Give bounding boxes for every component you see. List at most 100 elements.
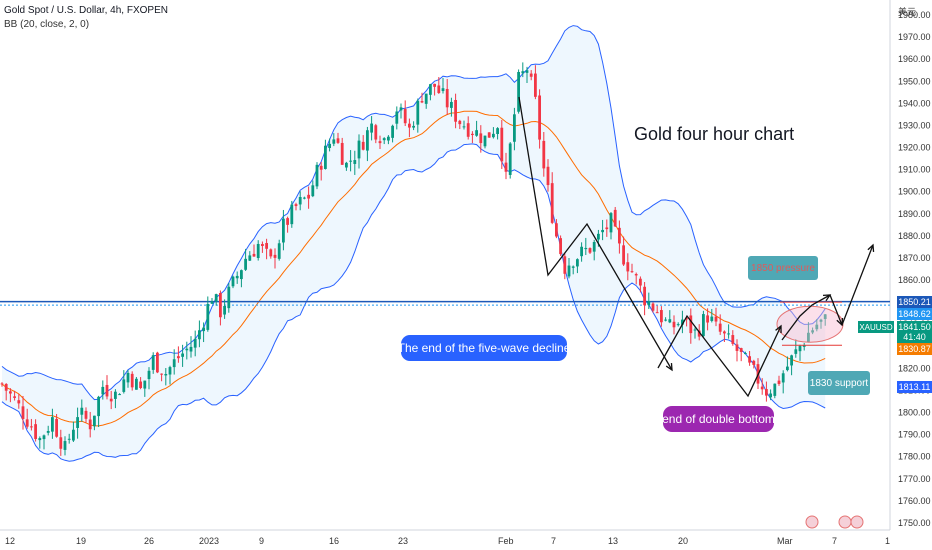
- candle: [303, 196, 306, 200]
- candle: [118, 393, 121, 396]
- double-bottom-arrow: [657, 314, 782, 398]
- economic-event-icon: [805, 515, 819, 529]
- bb-fill: [2, 25, 826, 462]
- candle: [433, 83, 436, 96]
- candle: [55, 413, 58, 438]
- candle: [471, 131, 474, 144]
- candle: [584, 237, 588, 255]
- price-tick-label: 1960.00: [898, 54, 931, 64]
- price-tick-label: 1860.00: [898, 275, 931, 285]
- candle: [4, 383, 8, 401]
- candle: [685, 317, 688, 327]
- candle: [332, 133, 336, 147]
- price-tick-label: 1950.00: [898, 76, 931, 86]
- candle: [718, 314, 722, 335]
- price-tag-line: 1850.21: [897, 296, 932, 308]
- candle: [9, 388, 12, 403]
- candle: [345, 161, 348, 171]
- candle: [534, 65, 537, 100]
- candle: [189, 336, 193, 358]
- candle: [651, 302, 655, 313]
- candle: [550, 172, 554, 225]
- candle: [445, 78, 449, 115]
- price-tick-label: 1790.00: [898, 430, 931, 440]
- candle: [202, 322, 205, 343]
- candle: [248, 251, 252, 262]
- candle: [227, 282, 231, 313]
- candle: [479, 125, 483, 153]
- indicator-legend[interactable]: BB (20, close, 2, 0): [4, 19, 90, 30]
- candle: [475, 120, 478, 137]
- rally-arrow: [781, 294, 831, 341]
- candle: [781, 370, 785, 394]
- candle: [639, 276, 642, 293]
- candle: [357, 134, 361, 169]
- currency-label: 美元: [898, 7, 917, 17]
- candle: [391, 124, 394, 143]
- candle: [219, 290, 222, 326]
- candle: [664, 317, 667, 322]
- time-tick-label: 1: [885, 536, 890, 546]
- candle: [450, 97, 453, 117]
- candle: [811, 327, 814, 335]
- candle: [546, 159, 550, 192]
- symbol-title[interactable]: Gold Spot / U.S. Dollar, 4h, FXOPEN: [4, 5, 168, 16]
- five-wave-note: The end of the five-wave decline: [398, 335, 570, 361]
- candle: [261, 241, 264, 253]
- candle: [374, 123, 378, 144]
- candle: [605, 219, 609, 237]
- candle: [424, 93, 428, 109]
- double-bottom-arrow-head: [775, 324, 782, 334]
- candle: [319, 162, 323, 181]
- candle: [798, 344, 802, 361]
- time-tick-label: Mar: [777, 536, 793, 546]
- time-tick-label: 26: [144, 536, 154, 546]
- candle: [723, 330, 726, 342]
- candle: [676, 322, 680, 327]
- candle: [416, 98, 420, 133]
- candle: [807, 322, 810, 343]
- candle: [307, 186, 310, 209]
- time-tick-label: 7: [551, 536, 556, 546]
- candle: [286, 216, 289, 233]
- price-tick-label: 1780.00: [898, 452, 931, 462]
- price-tick-label: 1970.00: [898, 32, 931, 42]
- economic-event-icon: [838, 515, 852, 529]
- candle: [630, 263, 634, 273]
- candle: [403, 100, 407, 127]
- candle: [643, 282, 646, 316]
- price-tick-label: 1980.00: [898, 10, 931, 20]
- candle: [660, 306, 663, 327]
- candle: [143, 380, 147, 397]
- candle: [399, 103, 403, 119]
- candle: [382, 137, 386, 145]
- candle: [613, 206, 617, 228]
- candle: [786, 356, 789, 372]
- candle: [181, 344, 184, 367]
- candle: [395, 106, 399, 130]
- candle: [466, 116, 470, 140]
- candle: [172, 349, 176, 375]
- candle: [563, 253, 567, 280]
- candle: [370, 116, 373, 141]
- time-tick-label: 12: [5, 536, 15, 546]
- candle: [706, 308, 709, 331]
- price-tick-label: 1760.00: [898, 496, 931, 506]
- candle: [744, 351, 747, 355]
- candle: [693, 327, 697, 339]
- candle: [198, 320, 201, 348]
- time-tick-label: 2023: [199, 536, 219, 546]
- candle: [815, 318, 819, 332]
- price-tick-label: 1820.00: [898, 363, 931, 373]
- candle: [542, 131, 546, 177]
- candle: [794, 339, 798, 358]
- candle: [802, 343, 806, 351]
- target-arrow: [841, 244, 874, 326]
- candle: [672, 315, 676, 335]
- candle: [496, 127, 499, 140]
- price-tick-label: 1770.00: [898, 474, 931, 484]
- candle: [84, 407, 88, 423]
- candle: [130, 371, 134, 391]
- candle: [525, 66, 529, 84]
- candle: [156, 351, 159, 374]
